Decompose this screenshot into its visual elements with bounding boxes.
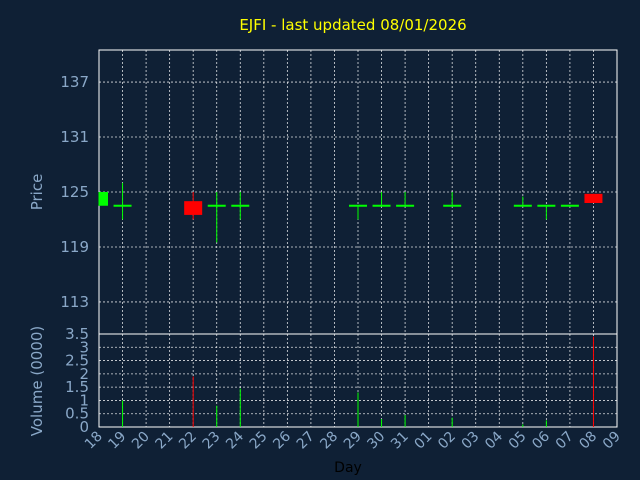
x-tick-label: 04 [482, 428, 506, 452]
price-tick-label: 113 [60, 293, 89, 311]
candle [98, 192, 108, 206]
price-tick-label: 119 [60, 238, 89, 256]
x-tick-label: 05 [506, 429, 530, 453]
x-tick-label: 27 [294, 429, 318, 453]
price-grid [99, 50, 617, 334]
price-tick-label: 125 [60, 183, 89, 201]
x-tick-label: 31 [388, 429, 412, 453]
candle-body [349, 204, 367, 207]
x-tick-label: 25 [247, 429, 271, 453]
candle [513, 196, 532, 207]
x-axis-label: Day [334, 460, 362, 476]
candle-body [584, 193, 603, 203]
candle [207, 192, 226, 243]
volume-tick-label: 3.5 [65, 325, 89, 343]
candle-body [537, 204, 556, 207]
candles [98, 182, 603, 243]
x-tick-label: 08 [576, 429, 600, 453]
x-tick-label: 30 [364, 429, 388, 453]
volume-tick-label: 1 [79, 391, 89, 409]
x-ticks: 18 19 20 21 22 23 24 25 26 27 28 29 30 31 01 02 03 04 05 06… [82, 428, 624, 452]
x-tick-label: 19 [105, 429, 129, 453]
price-tick-label: 131 [60, 128, 89, 146]
candle-body [184, 201, 203, 215]
price-tick-label: 137 [60, 73, 89, 91]
candle [560, 204, 579, 207]
volume-tick-label: 2 [79, 365, 89, 383]
volume-axis-label: Volume (0000) [28, 326, 46, 436]
candle [113, 182, 132, 220]
x-tick-label: 03 [459, 429, 483, 453]
x-tick-label: 21 [153, 429, 177, 453]
candle [349, 204, 367, 220]
candle-body [113, 204, 132, 207]
x-tick-label: 24 [223, 428, 247, 452]
candle [443, 192, 462, 207]
candle-body [372, 204, 391, 207]
x-tick-label: 01 [412, 429, 436, 453]
x-tick-label: 07 [553, 429, 577, 453]
candle [372, 192, 391, 207]
x-tick-label: 06 [529, 428, 553, 452]
candle-body [207, 204, 226, 207]
candle-body [443, 204, 462, 207]
volume-tick-label: 3 [79, 338, 89, 356]
candle-body [513, 204, 532, 207]
x-tick-label: 28 [317, 429, 341, 453]
candle-body [231, 204, 250, 207]
x-tick-label: 20 [129, 429, 153, 453]
x-tick-label: 22 [176, 429, 200, 453]
price-y-ticks: 113 119 125 131 137 [60, 73, 89, 311]
x-tick-label: 23 [200, 429, 224, 453]
candle [184, 192, 203, 220]
volume-tick-label: 1.5 [65, 378, 89, 396]
volume-tick-label: 0.5 [65, 405, 89, 423]
volume-bars [122, 336, 594, 427]
x-tick-label: 26 [270, 428, 294, 452]
candle [231, 192, 250, 220]
candle-body [560, 204, 579, 207]
x-tick-label: 09 [600, 429, 624, 453]
candle [537, 204, 556, 220]
x-tick-label: 29 [341, 429, 365, 453]
x-tick-label: 02 [435, 429, 459, 453]
price-axis-label: Price [28, 174, 46, 211]
candle [584, 193, 603, 203]
candle-body [396, 204, 415, 207]
volume-tick-label: 2.5 [65, 352, 89, 370]
candle [396, 192, 415, 207]
chart-title: EJFI - last updated 08/01/2026 [239, 16, 466, 34]
volume-tick-label: 0 [79, 418, 89, 436]
volume-y-ticks: 00.511.522.533.5 [65, 325, 89, 436]
candle-body [99, 192, 108, 206]
